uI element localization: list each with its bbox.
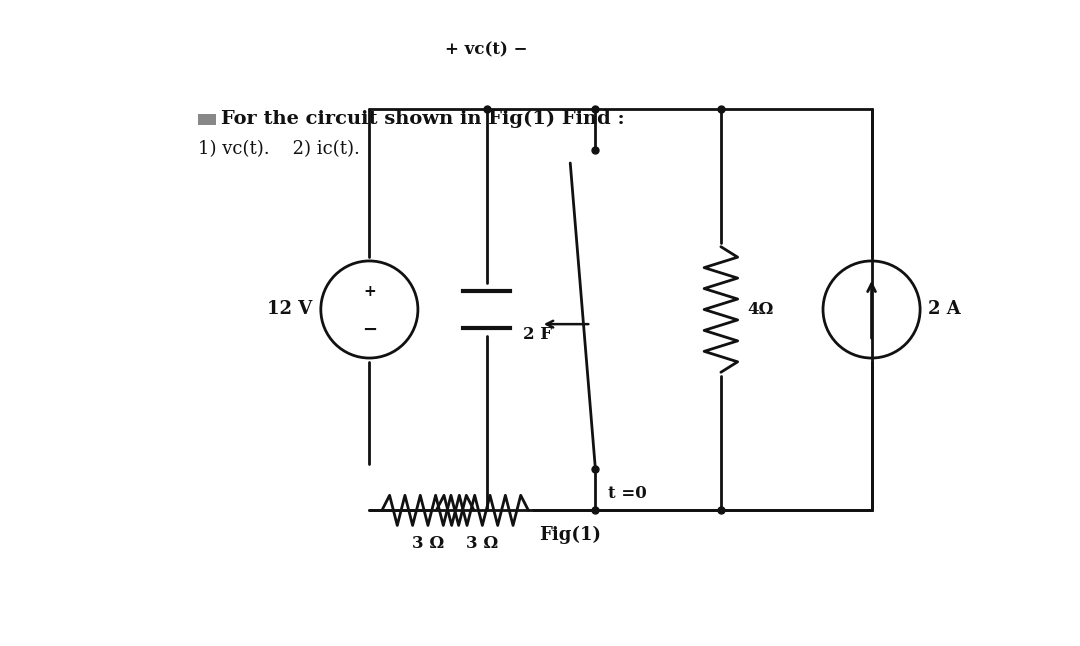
Text: −: − [362,320,377,339]
Text: t =0: t =0 [608,485,647,502]
FancyBboxPatch shape [198,114,216,125]
Text: Fig(1): Fig(1) [539,526,602,545]
Text: + vc(t) −: + vc(t) − [445,41,528,58]
Text: 1) vc(t).    2) ic(t).: 1) vc(t). 2) ic(t). [198,140,360,158]
Text: +: + [363,284,376,298]
Text: 12 V: 12 V [267,300,312,318]
Text: 2 A: 2 A [929,300,961,318]
Text: For the circuit shown in Fig(1) Find :: For the circuit shown in Fig(1) Find : [221,110,625,129]
Text: 4Ω: 4Ω [747,301,774,318]
Text: 2 F: 2 F [523,326,552,343]
Text: 3 Ω: 3 Ω [467,536,499,552]
Text: 3 Ω: 3 Ω [411,536,444,552]
